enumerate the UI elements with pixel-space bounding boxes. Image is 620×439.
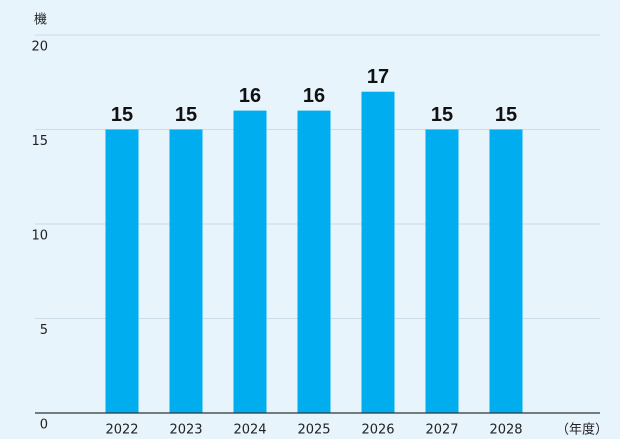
bar (233, 110, 267, 413)
x-tick-label: 2024 (233, 423, 266, 438)
bar (297, 110, 331, 413)
bar (425, 129, 459, 413)
value-label: 15 (175, 104, 197, 126)
y-axis-label: 機 (34, 13, 47, 28)
y-tick-label: 10 (31, 229, 48, 244)
bar (361, 91, 395, 413)
bar (489, 129, 523, 413)
x-axis-label: （年度） (556, 422, 608, 438)
x-tick-label: 2027 (425, 423, 458, 438)
value-label: 15 (431, 104, 453, 126)
y-tick-label: 0 (40, 418, 48, 433)
x-tick-label: 2025 (297, 423, 330, 438)
value-label: 16 (303, 85, 325, 107)
value-label: 15 (111, 104, 133, 126)
y-tick-label: 15 (31, 134, 48, 149)
x-tick-label: 2023 (169, 423, 202, 438)
value-label: 16 (239, 85, 261, 107)
y-tick-label: 20 (31, 40, 48, 55)
x-tick-label: 2022 (105, 423, 138, 438)
bar (169, 129, 203, 413)
x-tick-label: 2026 (361, 423, 394, 438)
value-label: 17 (367, 66, 389, 88)
y-tick-label: 5 (40, 323, 48, 338)
bar (105, 129, 139, 413)
x-tick-label: 2028 (489, 423, 522, 438)
value-label: 15 (495, 104, 517, 126)
